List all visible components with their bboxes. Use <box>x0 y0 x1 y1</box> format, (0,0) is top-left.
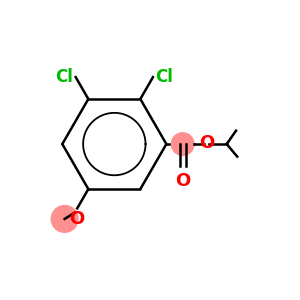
Circle shape <box>171 133 194 155</box>
Text: O: O <box>199 134 214 152</box>
Text: O: O <box>175 172 190 190</box>
Text: Cl: Cl <box>56 68 73 86</box>
Text: O: O <box>70 210 85 228</box>
Text: Cl: Cl <box>155 68 173 86</box>
Circle shape <box>51 206 78 232</box>
